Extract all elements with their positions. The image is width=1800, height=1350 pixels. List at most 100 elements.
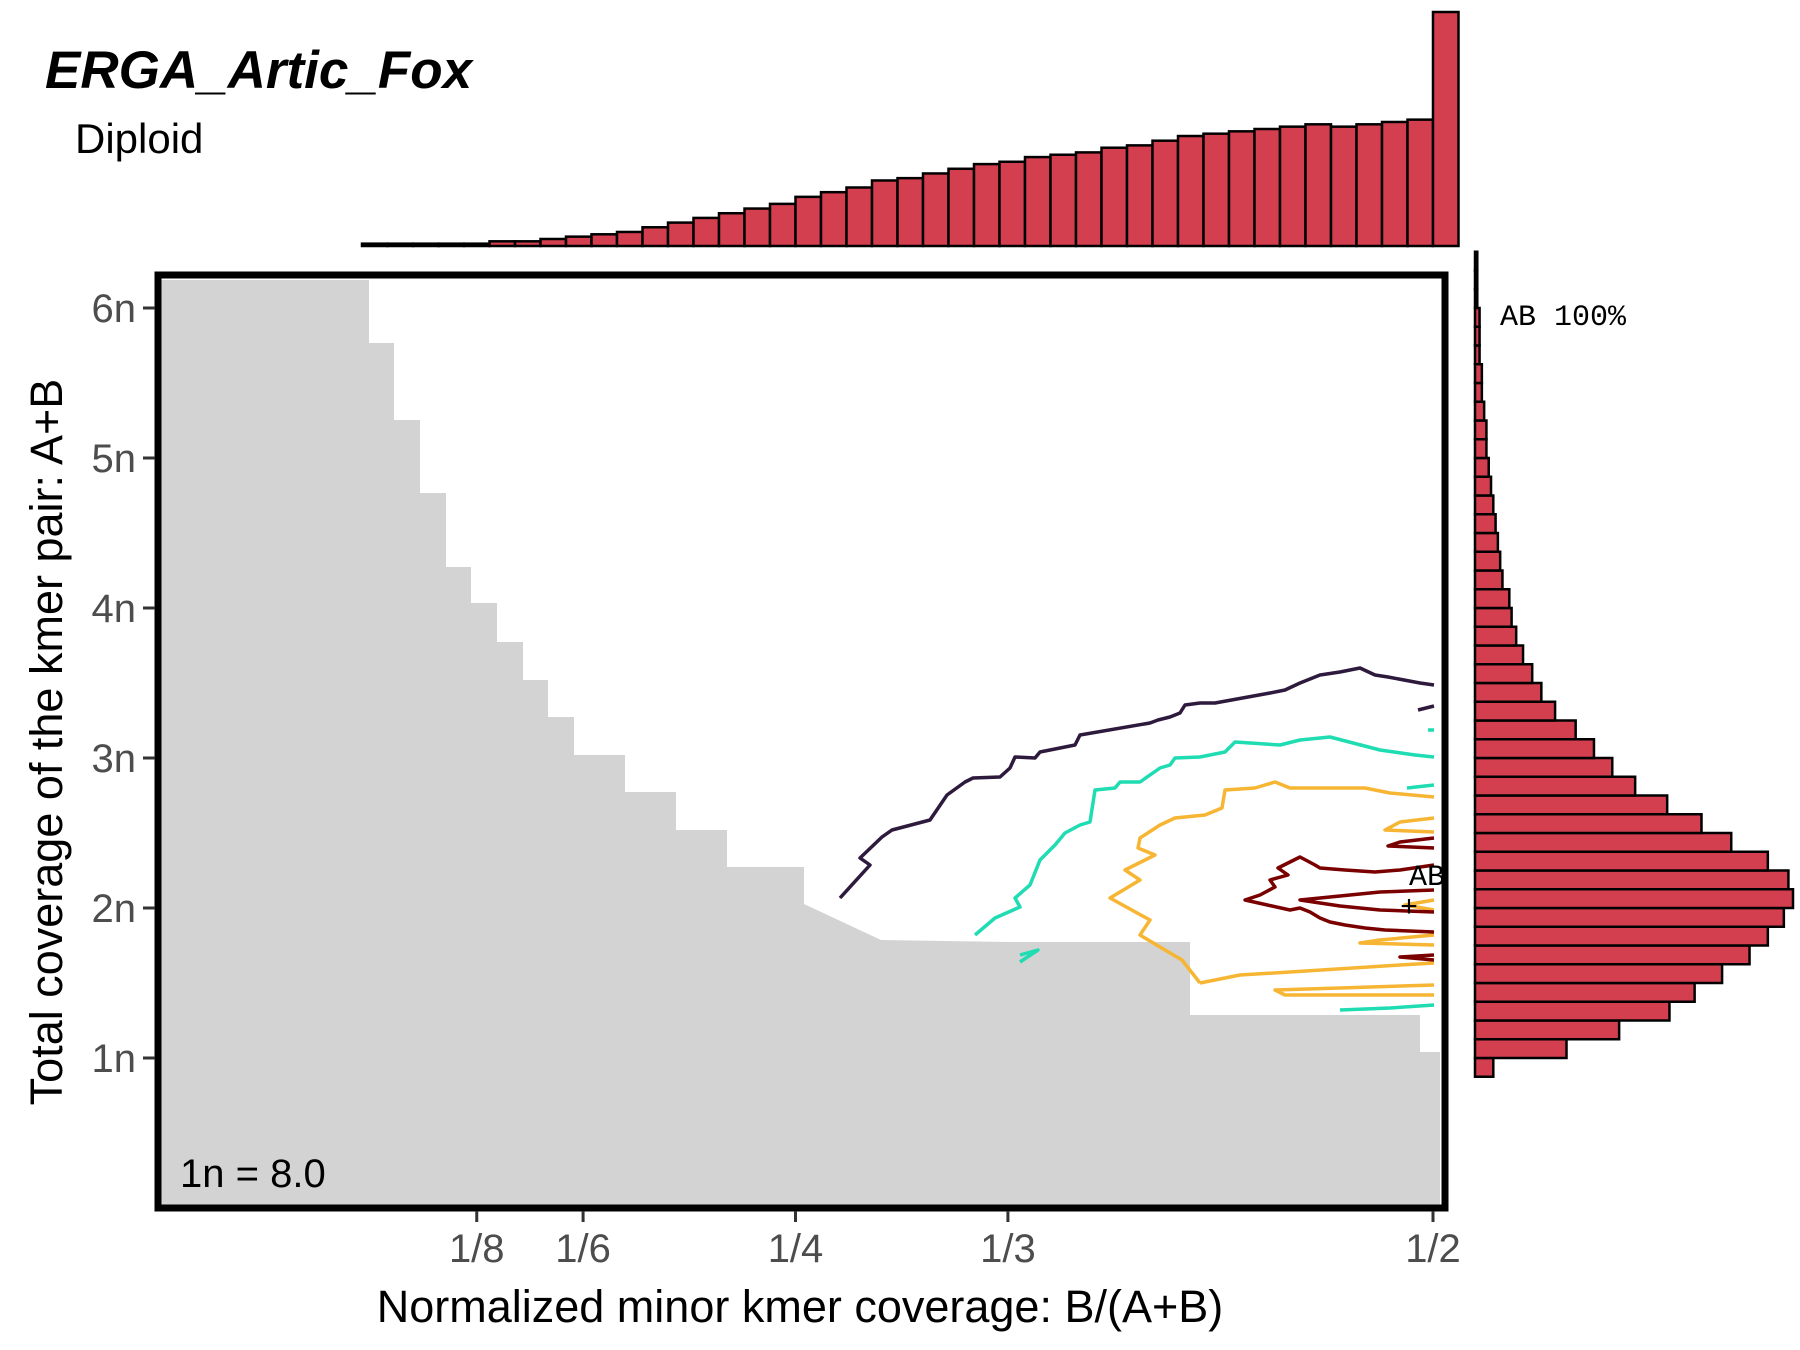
top-histogram-bar: [488, 240, 517, 248]
top-histogram-bar: [870, 179, 899, 248]
right-histogram-bar: [1473, 1000, 1671, 1022]
top-histogram-bar: [972, 162, 1001, 248]
right-histogram-bar: [1473, 831, 1733, 853]
contour-level-2-edge: [1406, 783, 1435, 790]
right-histogram-bar: [1473, 606, 1513, 628]
top-histogram-bar: [590, 233, 619, 248]
right-histogram-bar: [1473, 663, 1534, 685]
low-coverage-grey-region: [158, 280, 1440, 1208]
contour-level-4-inner-3: [1398, 953, 1435, 962]
right-histogram-bar: [1473, 644, 1525, 666]
contour-level-3-inner-2: [1383, 816, 1435, 834]
x-tick-label: 1/8: [449, 1227, 505, 1271]
x-axis-label: Normalized minor kmer coverage: B/(A+B): [377, 1281, 1224, 1332]
top-histogram-bar: [1304, 123, 1333, 248]
right-histogram-bar: [1473, 363, 1484, 385]
right-histogram-bar: [1473, 963, 1724, 985]
right-histogram-bar: [1473, 738, 1596, 760]
y-axis-label: Total coverage of the kmer pair: A+B: [21, 379, 72, 1106]
right-histogram-bar: [1473, 1056, 1495, 1078]
contour-level-4-inner-2: [1386, 836, 1435, 850]
top-histogram-bar: [462, 242, 491, 248]
right-histogram-bar: [1473, 438, 1488, 460]
right-histogram-bar: [1473, 1019, 1621, 1041]
y-axis: 1n 2n 3n 4n 5n 6n: [92, 287, 155, 1081]
top-histogram-bar: [1431, 10, 1460, 248]
x-tick-label: 1/6: [555, 1227, 611, 1271]
right-histogram-bar: [1473, 906, 1786, 928]
peak-marker: +: [1400, 892, 1418, 926]
right-histogram-bar: [1473, 531, 1500, 553]
chart-title: ERGA_Artic_Fox: [45, 41, 475, 100]
kmer-pair-density-contours: [838, 666, 1435, 1012]
right-histogram-bar: [1473, 306, 1481, 328]
right-histogram-bar: [1473, 419, 1488, 441]
top-histogram-bar: [768, 202, 797, 248]
x-axis: 1/8 1/6 1/4 1/3 1/2: [449, 1211, 1461, 1271]
contour-level-2-inner: [1019, 948, 1040, 964]
right-histogram-bar: [1473, 625, 1518, 647]
top-histogram-bar: [1074, 151, 1103, 248]
smudge-legend-label: AB 100%: [1500, 301, 1627, 335]
right-histogram-bar: [1473, 475, 1493, 497]
contour-level-1-edge: [1417, 704, 1435, 712]
right-histogram-bar: [1473, 588, 1511, 610]
y-tick-label: 1n: [92, 1037, 137, 1081]
contour-level-3-inner-3: [1358, 933, 1435, 947]
panel-border: [154, 271, 1449, 1212]
y-tick-label: 4n: [92, 587, 137, 631]
top-histogram-bar: [437, 242, 466, 248]
top-histogram-bar: [896, 176, 925, 248]
top-histogram-bar: [1176, 134, 1205, 248]
top-histogram-bar: [921, 172, 950, 248]
top-histogram-bar: [666, 221, 695, 248]
chart-subtitle: Diploid: [75, 115, 203, 162]
top-histogram-bar: [692, 216, 721, 248]
top-histogram-bar: [1151, 139, 1180, 248]
right-histogram-bar: [1473, 456, 1490, 478]
top-histogram-bar: [794, 195, 823, 248]
x-tick-label: 1/2: [1405, 1227, 1461, 1271]
peak-label: AB: [1409, 861, 1445, 895]
right-histogram-bar: [1473, 250, 1479, 272]
right-histogram-bar: [1473, 288, 1479, 310]
contour-level-2: [973, 735, 1435, 937]
right-histogram-bar: [1473, 869, 1790, 891]
right-histogram-bar: [1473, 494, 1495, 516]
right-histogram-bar: [1473, 513, 1497, 535]
top-histogram-bar: [1202, 132, 1231, 248]
right-histogram-bar: [1473, 794, 1669, 816]
right-histogram-bar: [1473, 981, 1696, 1003]
top-histogram-bar: [411, 242, 440, 248]
top-histogram-bar: [641, 226, 670, 248]
right-histogram-bar: [1473, 925, 1770, 947]
top-histogram-bar: [1125, 144, 1154, 248]
top-histogram-bar: [386, 242, 415, 248]
top-histogram-bar: [360, 242, 389, 248]
contour-level-3: [1108, 780, 1435, 985]
top-histogram-bar: [539, 237, 568, 248]
coverage-annotation: 1n = 8.0: [180, 1152, 326, 1196]
contour-level-3-lower: [1199, 961, 1435, 985]
top-histogram-bar: [1100, 146, 1129, 248]
right-histogram-bar: [1473, 381, 1484, 403]
right-histogram-bar: [1473, 850, 1770, 872]
top-histogram-bar: [845, 186, 874, 248]
top-histogram-bar: [743, 207, 772, 248]
right-histogram-bar: [1473, 681, 1543, 703]
top-histogram-bar: [513, 240, 542, 248]
top-histogram-bar: [564, 235, 593, 248]
main-plot-panel: AB + 1n = 8.0: [154, 271, 1449, 1212]
contour-level-3-inner: [1273, 983, 1435, 997]
top-marginal-histogram: [360, 10, 1460, 248]
top-histogram-bar: [1253, 127, 1282, 248]
right-histogram-bar: [1473, 269, 1479, 291]
x-tick-label: 1/3: [980, 1227, 1036, 1271]
right-histogram-bar: [1473, 944, 1751, 966]
y-tick-label: 3n: [92, 737, 137, 781]
right-histogram-bar: [1473, 569, 1504, 591]
right-histogram-bar: [1473, 550, 1502, 572]
top-histogram-bar: [998, 160, 1027, 248]
right-histogram-bar: [1473, 400, 1486, 422]
right-histogram-bar: [1473, 756, 1614, 778]
